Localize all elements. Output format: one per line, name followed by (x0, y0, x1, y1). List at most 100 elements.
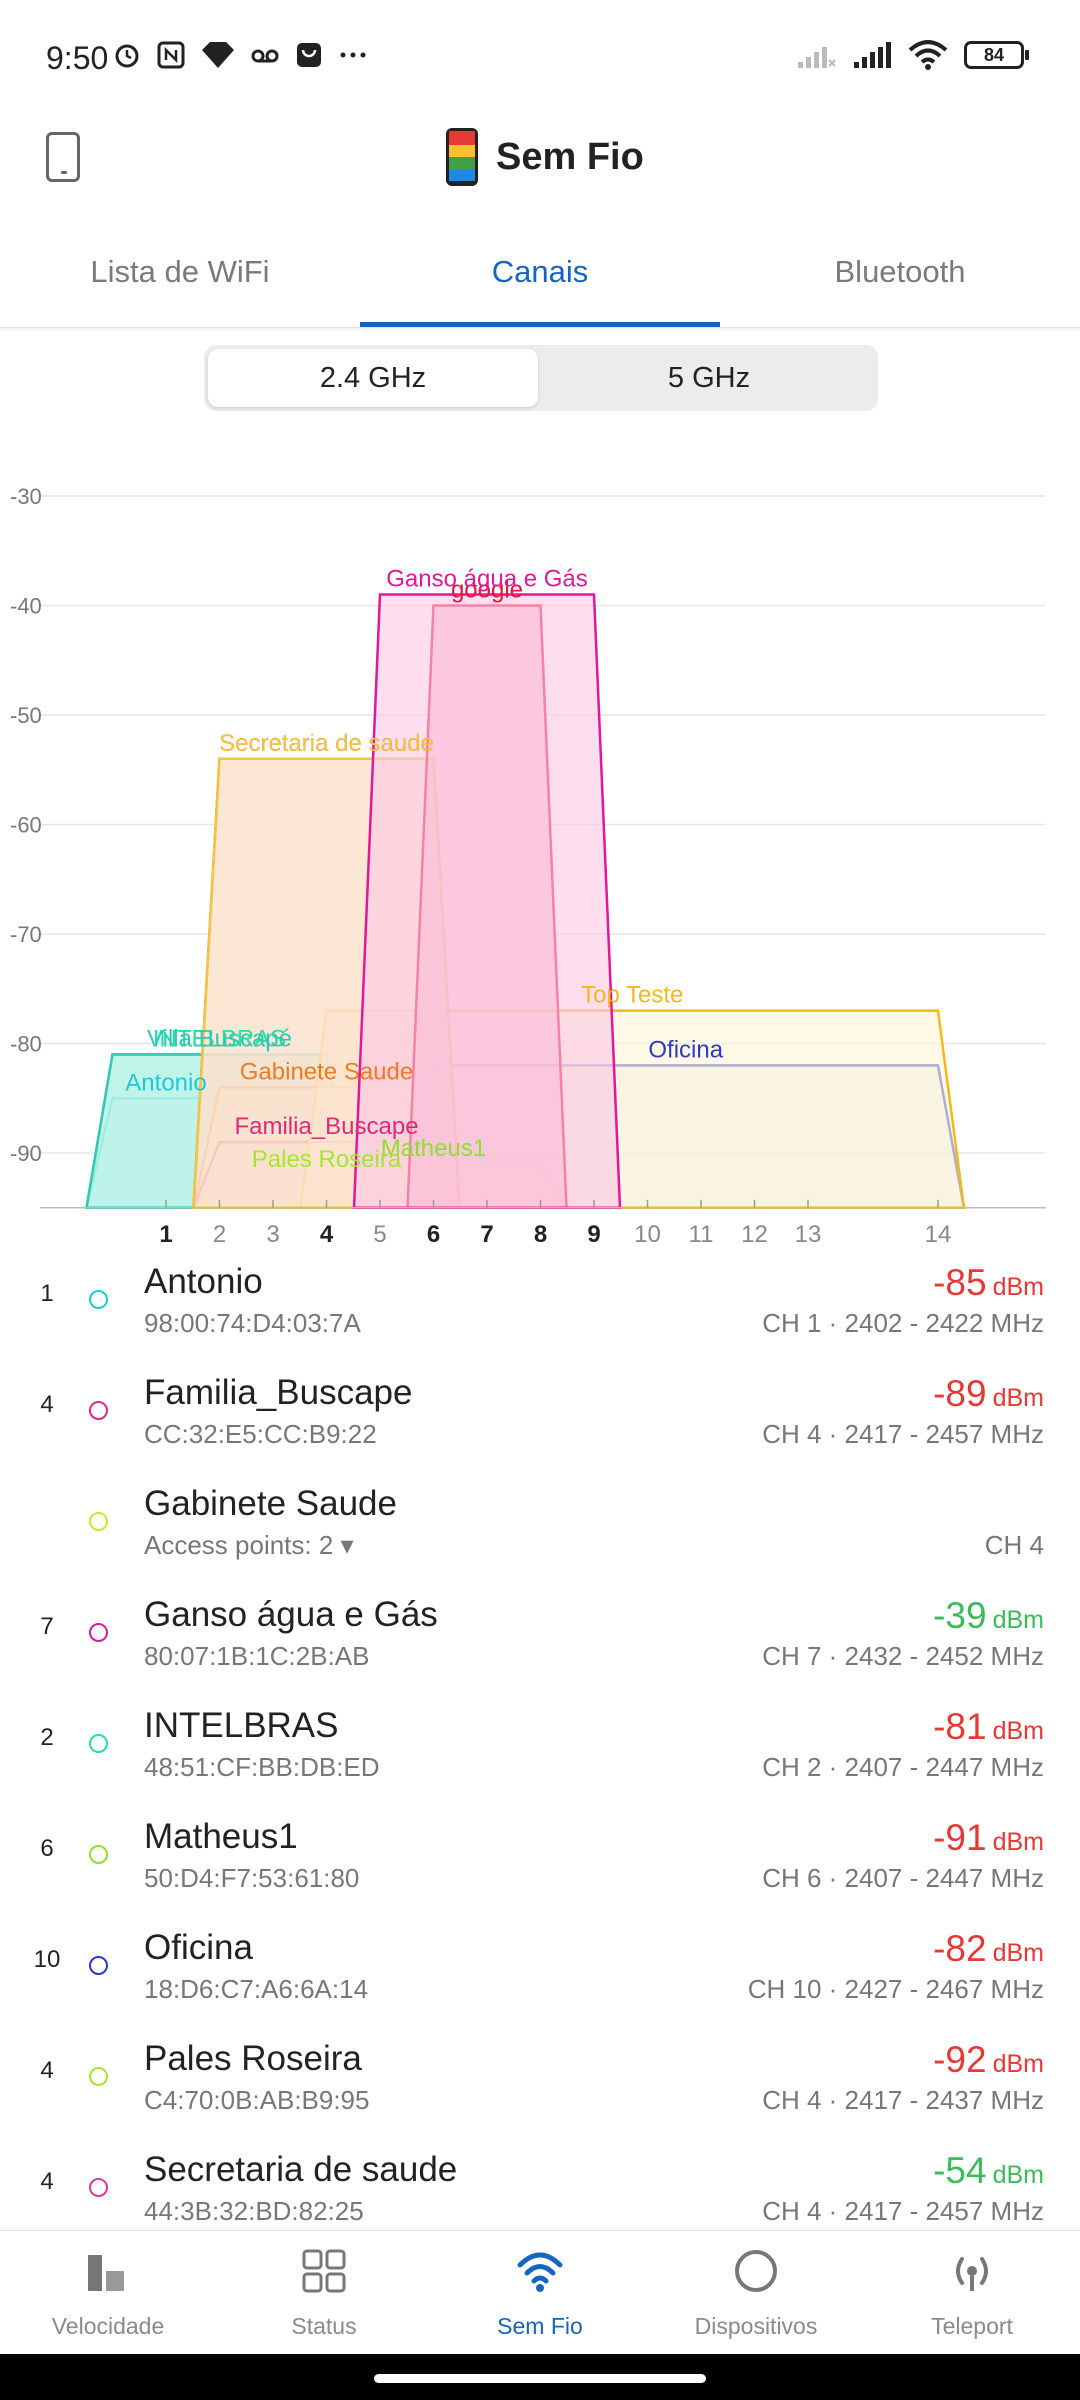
channel-frequency: CH 4 · 2417 - 2437 MHz (762, 2085, 1044, 2115)
grid-icon (302, 2249, 346, 2293)
access-point-list: 1 Antonio 98:00:74:D4:03:7A -85 dBm CH 1 · 24… (0, 1250, 1080, 2230)
list-item[interactable]: Gabinete Saude Access points: 2 ▾ CH 4 (0, 1472, 1080, 1583)
network-mac: 18:D6:C7:A6:6A:14 (144, 1974, 369, 2004)
channel-number: 6 (40, 1835, 54, 1862)
tab-wifi-list[interactable]: Lista de WiFi (90, 254, 270, 289)
signal-value: -39 (933, 1595, 987, 1636)
x-tick-label: 4 (320, 1221, 334, 1248)
phone-icon[interactable] (46, 132, 80, 182)
signal-strength: -39 dBm (933, 1595, 1044, 1637)
more-icon (340, 52, 366, 58)
alarm-icon (115, 44, 139, 68)
network-name: Secretaria de saude (144, 2150, 458, 2189)
nav-label: Velocidade (51, 2313, 165, 2339)
y-tick-label: -30 (10, 484, 42, 509)
network-mac: 50:D4:F7:53:61:80 (144, 1863, 360, 1893)
channel-frequency: CH 10 · 2427 - 2467 MHz (747, 1974, 1044, 2004)
list-item[interactable]: 10 Oficina 18:D6:C7:A6:6A:14 -82 dBm CH 10 · … (0, 1916, 1080, 2027)
x-tick-label: 6 (427, 1221, 440, 1248)
network-label: Gabinete Saude (240, 1058, 413, 1085)
tab-channels[interactable]: Canais (491, 254, 589, 289)
signal-value: -92 (933, 2039, 987, 2080)
channel-chart: -30 -40 -50 -60 -70 -80 -90 Antonio INTELBRAS Vil… (0, 440, 1080, 1250)
network-mac: CC:32:E5:CC:B9:22 (144, 1419, 377, 1449)
signal-unit: dBm (992, 1273, 1044, 1301)
list-item[interactable]: 2 INTELBRAS 48:51:CF:BB:DB:ED -81 dBm CH 2 · … (0, 1694, 1080, 1805)
nav-teleport[interactable]: Teleport (864, 2231, 1080, 2355)
network-color-dot (89, 1512, 108, 1531)
status-bar: 9:50 84 (0, 0, 1080, 120)
network-color-dot (89, 1734, 108, 1753)
network-name: Familia_Buscape (144, 1373, 413, 1412)
network-mac: 80:07:1B:1C:2B:AB (144, 1641, 370, 1671)
nav-wireless[interactable]: Sem Fio (432, 2231, 648, 2355)
nav-status[interactable]: Status (216, 2231, 432, 2355)
signal-unit: dBm (992, 1606, 1044, 1634)
tab-bluetooth[interactable]: Bluetooth (834, 254, 966, 289)
network-name: INTELBRAS (144, 1706, 339, 1745)
signal-strength (1038, 1484, 1044, 1526)
list-item[interactable]: 4 Secretaria de saude 44:3B:32:BD:82:25 -54… (0, 2138, 1080, 2230)
circle-icon (735, 2250, 777, 2292)
nav-label: Status (291, 2313, 357, 2339)
band-2-4ghz-button[interactable]: 2.4 GHz (208, 349, 538, 407)
x-tick-label: 12 (741, 1221, 768, 1248)
notification-icons (112, 40, 368, 70)
x-tick-label: 10 (634, 1221, 661, 1248)
x-tick-label: 13 (795, 1221, 822, 1248)
network-name: Pales Roseira (144, 2039, 362, 2078)
signal-strength: -54 dBm (933, 2150, 1044, 2192)
tab-bar: Lista de WiFi Canais Bluetooth (0, 220, 1080, 328)
list-item[interactable]: 7 Ganso água e Gás 80:07:1B:1C:2B:AB -39 dBm… (0, 1583, 1080, 1694)
signal-value: -82 (933, 1928, 987, 1969)
signal-strength: -92 dBm (933, 2039, 1044, 2081)
x-tick-label: 8 (534, 1221, 547, 1248)
nav-devices[interactable]: Dispositivos (648, 2231, 864, 2355)
nav-label: Teleport (931, 2313, 1013, 2339)
bottom-navigation: Velocidade Status Sem Fio Dispositivos T… (0, 2230, 1080, 2354)
nav-speed[interactable]: Velocidade (0, 2231, 216, 2355)
wifi-icon (908, 40, 948, 70)
band-5ghz-button[interactable]: 5 GHz (667, 362, 751, 394)
signal-unit: dBm (992, 2050, 1044, 2078)
network-name: Gabinete Saude (144, 1484, 397, 1523)
signal-unit: dBm (992, 1939, 1044, 1967)
network-name: Matheus1 (144, 1817, 298, 1856)
list-item[interactable]: 6 Matheus1 50:D4:F7:53:61:80 -91 dBm CH 6 · 2… (0, 1805, 1080, 1916)
list-item[interactable]: 4 Pales Roseira C4:70:0B:AB:B9:95 -92 dBm CH … (0, 2027, 1080, 2138)
x-tick-label: 11 (689, 1221, 714, 1248)
speed-bars-icon (88, 2255, 124, 2291)
signal-value: -54 (933, 2150, 987, 2191)
nav-label: Dispositivos (694, 2313, 818, 2339)
network-label: Matheus1 (381, 1135, 486, 1162)
channel-frequency: CH 6 · 2407 - 2447 MHz (762, 1863, 1044, 1893)
network-label: Pales Roseira (252, 1146, 402, 1173)
y-tick-label: -70 (10, 922, 42, 947)
network-label: INTELBRAS (153, 1025, 286, 1052)
y-tick-label: -50 (10, 703, 42, 728)
network-mac: C4:70:0B:AB:B9:95 (144, 2085, 370, 2115)
app-logo-icon (446, 128, 478, 186)
signal-unit: dBm (992, 1384, 1044, 1412)
list-item[interactable]: 1 Antonio 98:00:74:D4:03:7A -85 dBm CH 1 · 24… (0, 1250, 1080, 1361)
list-item[interactable]: 4 Familia_Buscape CC:32:E5:CC:B9:22 -89 dBm C… (0, 1361, 1080, 1472)
x-tick-label: 5 (373, 1221, 386, 1248)
network-label: Secretaria de saude (219, 730, 434, 757)
channel-number: 4 (40, 1391, 54, 1418)
clock: 9:50 (46, 40, 109, 76)
signal-unit: dBm (992, 1828, 1044, 1856)
network-name: Antonio (144, 1262, 263, 1301)
app-title-group: Sem Fio (446, 128, 644, 186)
network-color-dot (89, 1290, 108, 1309)
signal-strength: -85 dBm (933, 1262, 1044, 1304)
home-gesture-pill[interactable] (374, 2374, 706, 2383)
channel-frequency: CH 7 · 2432 - 2452 MHz (762, 1641, 1044, 1671)
channel-chart-svg: -30 -40 -50 -60 -70 -80 -90 Antonio INTELBRASVil… (10, 484, 1046, 1248)
network-label: Ganso água e Gás (386, 566, 587, 593)
network-label: Top Teste (581, 982, 683, 1009)
channel-number: 4 (40, 2057, 54, 2084)
channel-number: 10 (33, 1946, 61, 1973)
signal-value: -91 (933, 1817, 987, 1858)
network-label: Antonio (125, 1069, 206, 1096)
channel-number: 1 (40, 1280, 54, 1307)
